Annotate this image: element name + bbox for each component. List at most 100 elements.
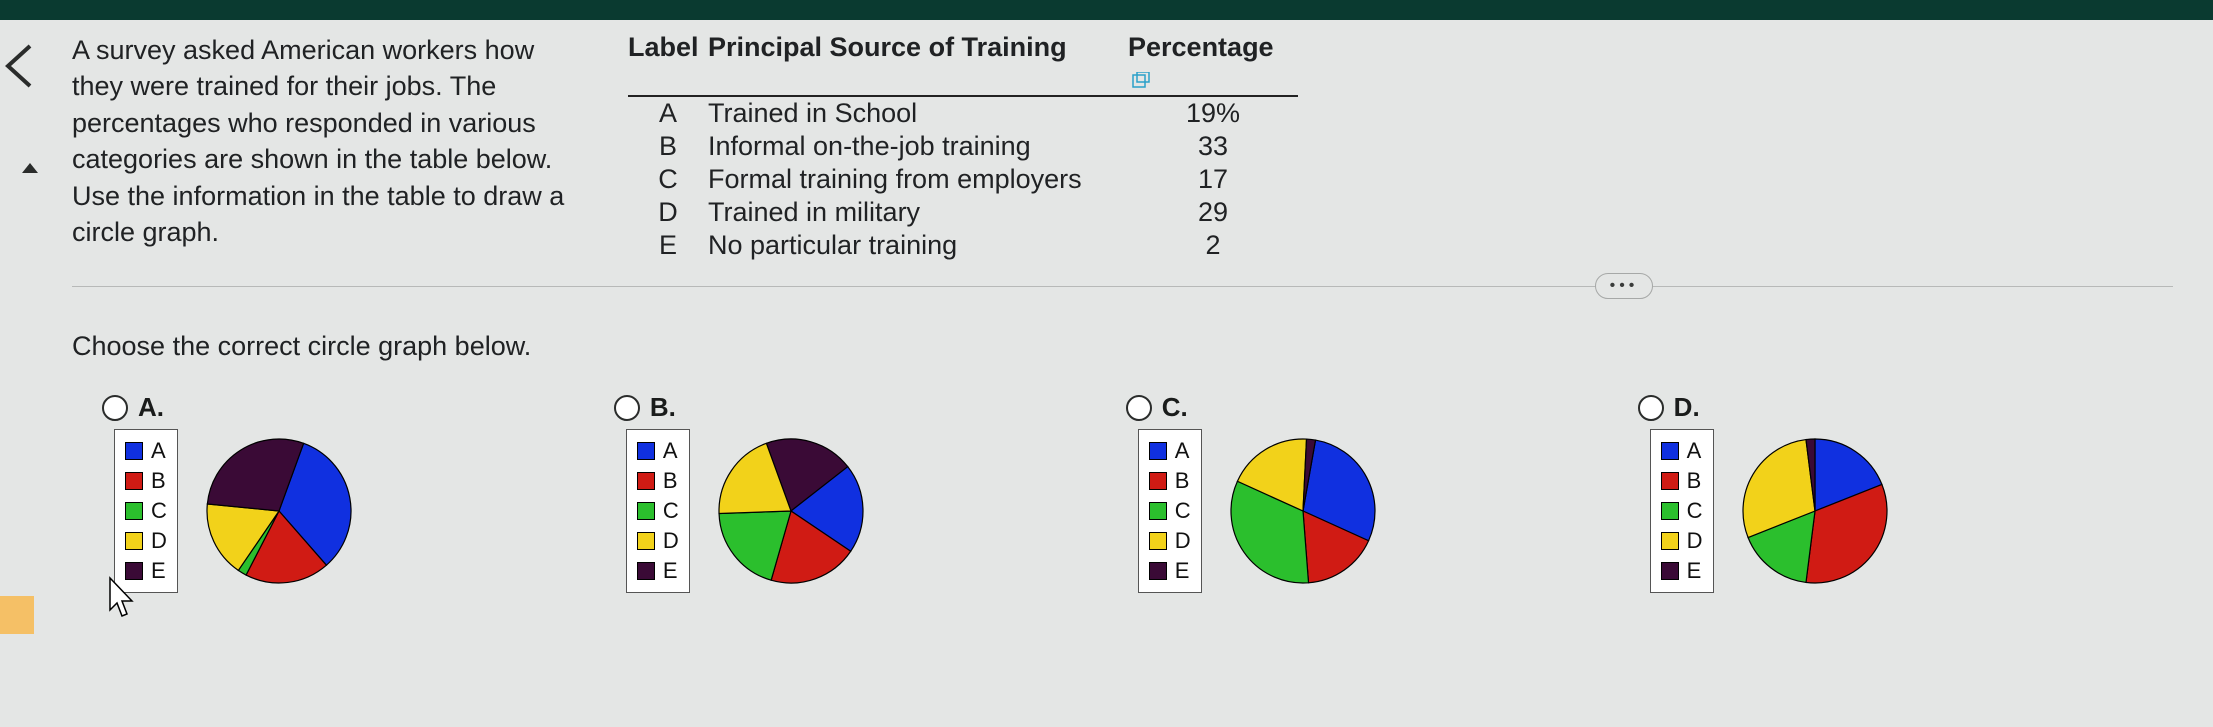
legend-row: D [1149, 526, 1191, 556]
option-label: B. [650, 392, 676, 423]
legend-swatch [1661, 532, 1679, 550]
expand-up-icon[interactable] [20, 155, 40, 184]
legend-row: C [1661, 496, 1703, 526]
legend-row: D [1661, 526, 1703, 556]
legend-swatch [1149, 532, 1167, 550]
pie-chart [1740, 436, 1890, 586]
training-table: Label Principal Source of Training Perce… [628, 32, 1298, 262]
cell-label: D [628, 197, 708, 228]
table-row: DTrained in military29 [628, 196, 1298, 229]
legend-row: B [1661, 466, 1703, 496]
cell-pct: 33 [1128, 131, 1298, 162]
legend-label: A [1687, 438, 1702, 464]
radio-option-b[interactable] [614, 395, 640, 421]
legend-swatch [637, 502, 655, 520]
legend-row: A [1149, 436, 1191, 466]
legend-swatch [1149, 472, 1167, 490]
option-label: D. [1674, 392, 1700, 423]
legend-label: C [1175, 498, 1191, 524]
option-label: C. [1162, 392, 1188, 423]
cell-pct: 19% [1128, 98, 1298, 129]
answer-option-b: B. ABCDE [614, 392, 866, 593]
radio-option-d[interactable] [1638, 395, 1664, 421]
legend-label: D [151, 528, 167, 554]
legend-label: E [1687, 558, 1702, 584]
cell-pct: 2 [1128, 230, 1298, 261]
legend-row: A [1661, 436, 1703, 466]
cell-label: C [628, 164, 708, 195]
legend: ABCDE [1138, 429, 1202, 593]
th-source: Principal Source of Training [708, 32, 1128, 95]
answer-option-d: D. ABCDE [1638, 392, 1890, 593]
legend-label: E [1175, 558, 1190, 584]
section-divider: ••• [72, 286, 2173, 287]
legend-label: D [1175, 528, 1191, 554]
table-row: BInformal on-the-job training33 [628, 130, 1298, 163]
option-label: A. [138, 392, 164, 423]
pie-chart [716, 436, 866, 586]
cell-source: Trained in military [708, 197, 1128, 228]
legend-label: D [1687, 528, 1703, 554]
pie-chart [1228, 436, 1378, 586]
legend-label: D [663, 528, 679, 554]
legend-label: E [151, 558, 166, 584]
legend-row: A [637, 436, 679, 466]
legend-swatch [1661, 502, 1679, 520]
left-rail [0, 20, 48, 727]
legend-swatch [637, 532, 655, 550]
legend-swatch [637, 562, 655, 580]
th-label: Label [628, 32, 708, 95]
legend-label: B [1175, 468, 1190, 494]
table-row: CFormal training from employers17 [628, 163, 1298, 196]
legend-swatch [1661, 562, 1679, 580]
choose-text: Choose the correct circle graph below. [72, 331, 2213, 362]
pie-chart [204, 436, 354, 586]
th-percentage: Percentage [1128, 32, 1298, 95]
legend-label: E [663, 558, 678, 584]
legend-row: B [637, 466, 679, 496]
legend-swatch [1149, 442, 1167, 460]
legend-row: C [637, 496, 679, 526]
answer-option-a: A. ABCDE [102, 392, 354, 593]
radio-option-a[interactable] [102, 395, 128, 421]
back-button[interactable] [0, 40, 42, 97]
legend-label: B [1687, 468, 1702, 494]
legend-label: A [663, 438, 678, 464]
legend-swatch [1661, 472, 1679, 490]
legend-swatch [125, 532, 143, 550]
more-button[interactable]: ••• [1595, 273, 1653, 299]
cell-source: Trained in School [708, 98, 1128, 129]
cell-source: Informal on-the-job training [708, 131, 1128, 162]
legend-swatch [637, 442, 655, 460]
popout-icon[interactable] [1132, 64, 1150, 95]
cell-label: A [628, 98, 708, 129]
legend-row: D [125, 526, 167, 556]
legend-swatch [125, 472, 143, 490]
cursor-icon [104, 576, 140, 623]
legend-swatch [1149, 502, 1167, 520]
legend: ABCDE [114, 429, 178, 593]
legend-row: E [637, 556, 679, 586]
cell-pct: 29 [1128, 197, 1298, 228]
legend-label: C [1687, 498, 1703, 524]
cell-label: E [628, 230, 708, 261]
legend-row: A [125, 436, 167, 466]
legend-swatch [125, 442, 143, 460]
legend-swatch [125, 502, 143, 520]
legend-swatch [637, 472, 655, 490]
legend-row: C [125, 496, 167, 526]
legend: ABCDE [1650, 429, 1714, 593]
legend-row: E [1661, 556, 1703, 586]
legend-label: C [663, 498, 679, 524]
radio-option-c[interactable] [1126, 395, 1152, 421]
legend-row: E [1149, 556, 1191, 586]
attempt-marker [0, 596, 34, 634]
legend-row: D [637, 526, 679, 556]
legend-label: C [151, 498, 167, 524]
table-row: ATrained in School19% [628, 97, 1298, 130]
window-top-bar [0, 0, 2213, 20]
cell-source: Formal training from employers [708, 164, 1128, 195]
table-row: ENo particular training2 [628, 229, 1298, 262]
legend: ABCDE [626, 429, 690, 593]
legend-swatch [1661, 442, 1679, 460]
